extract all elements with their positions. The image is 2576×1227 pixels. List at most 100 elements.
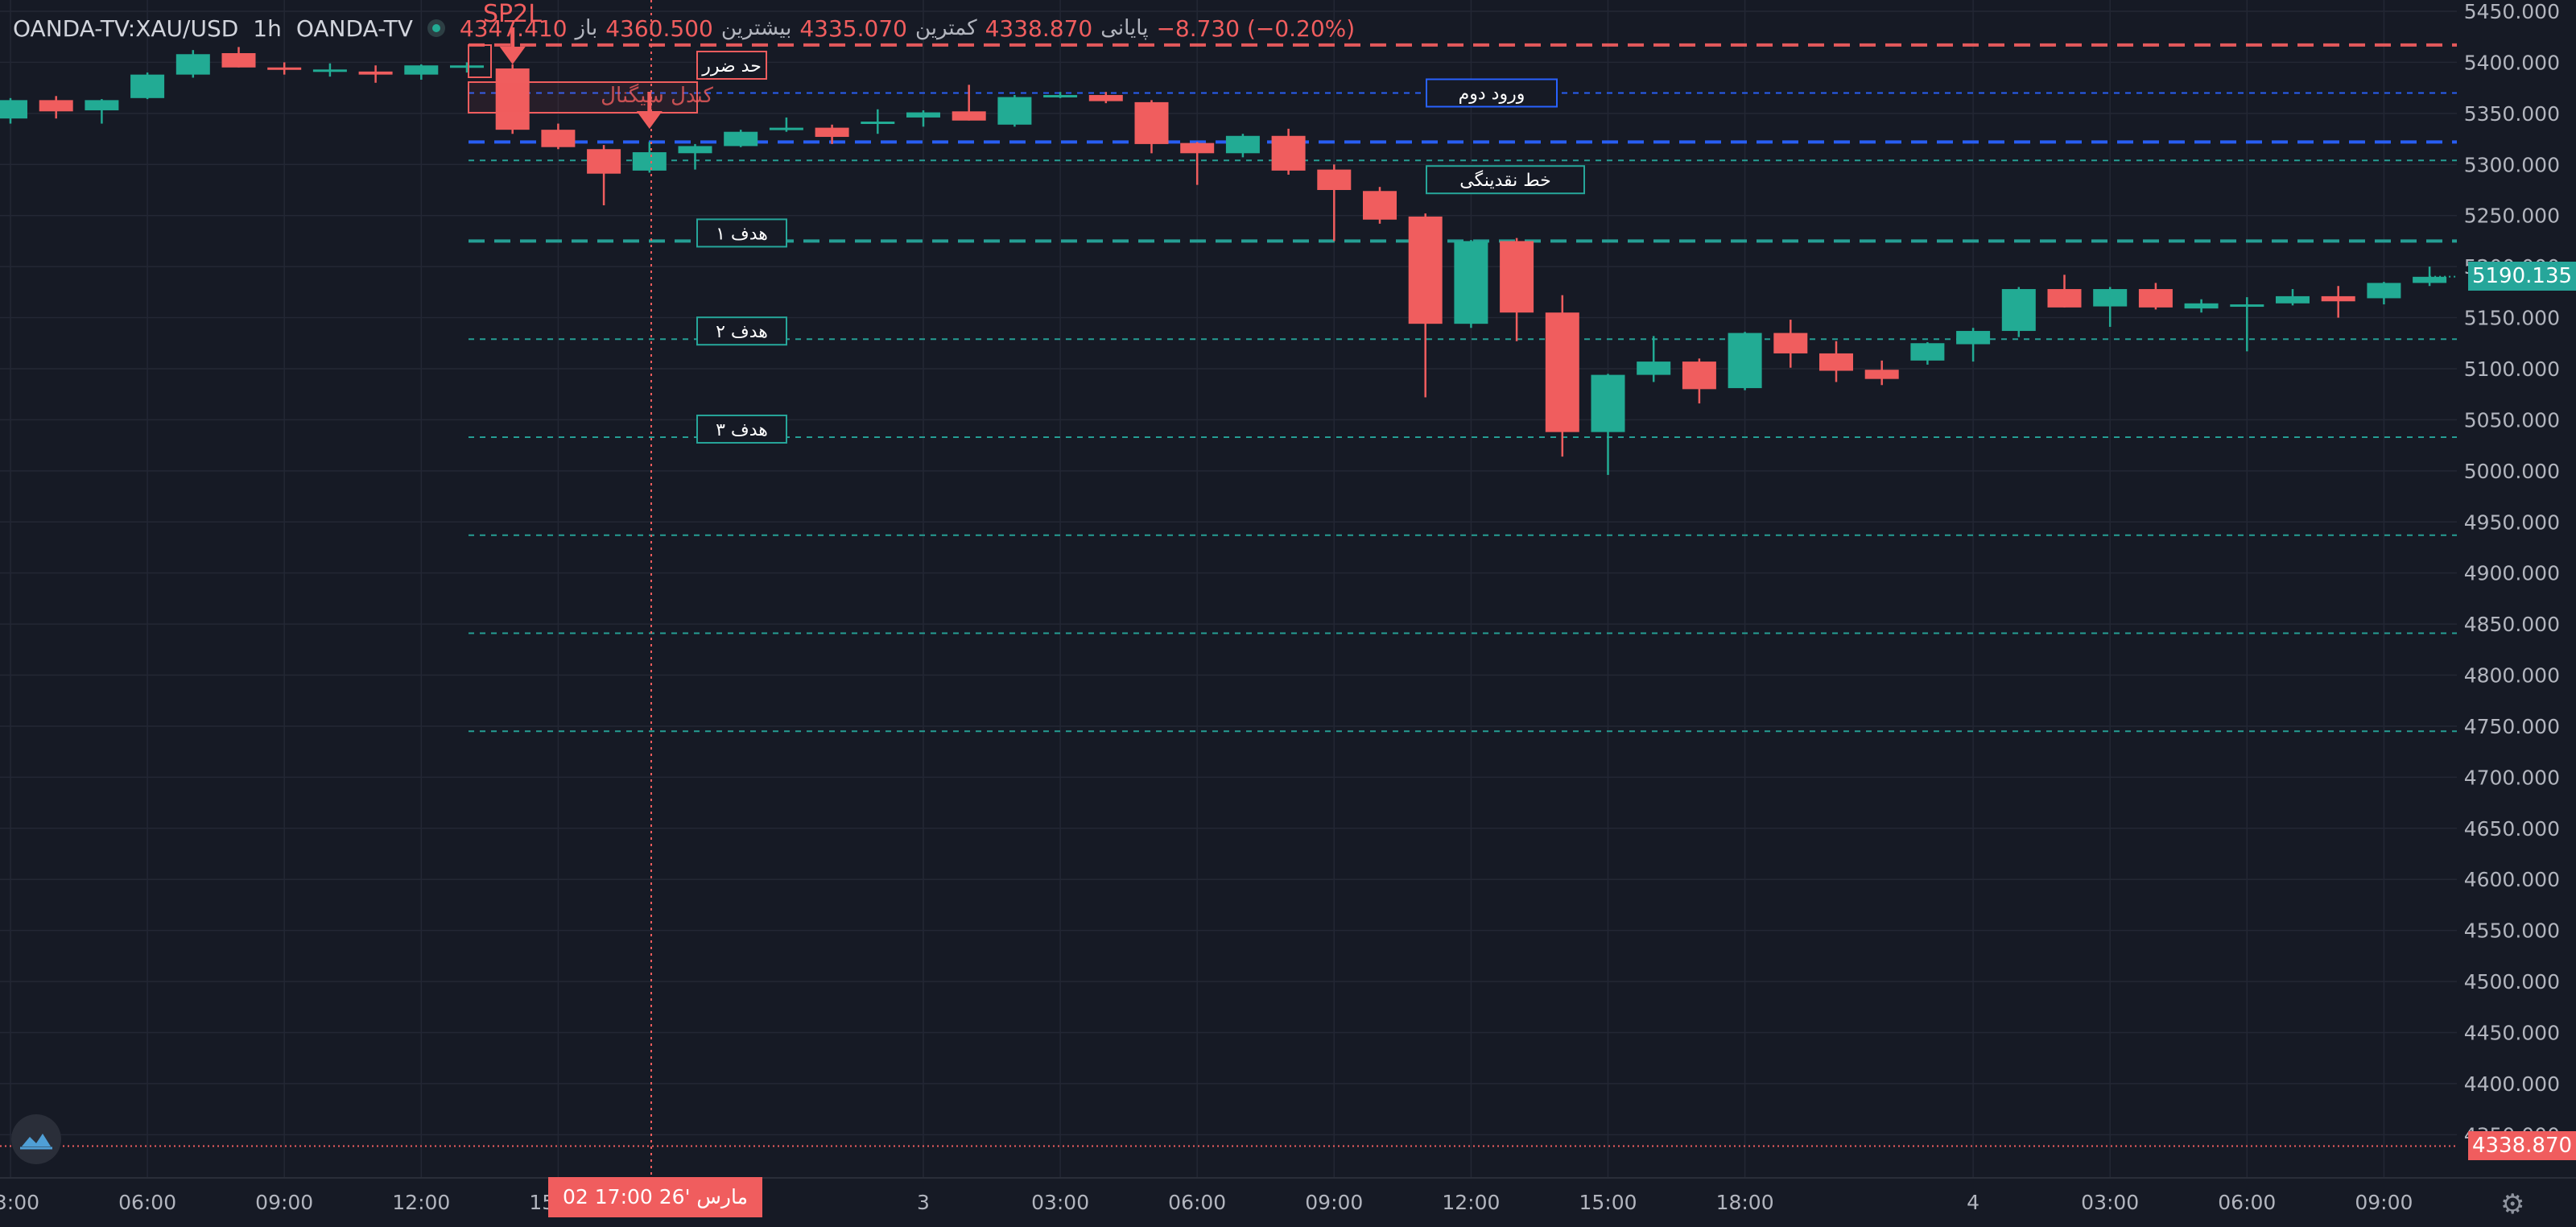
candle-body (358, 71, 393, 75)
candle-body (1134, 101, 1169, 144)
high-label: بیشترین (720, 16, 792, 40)
candle-body (678, 146, 712, 154)
level-label-box (696, 316, 787, 346)
brand-logo-button[interactable] (11, 1114, 61, 1164)
price-tick-label: 5150.000 (2464, 307, 2560, 330)
time-tick-label: 18:00 (1716, 1191, 1774, 1214)
candle-body (1728, 333, 1762, 389)
candle-body (952, 111, 986, 121)
candle-body (450, 65, 484, 68)
time-tick-label: 3 (917, 1191, 930, 1214)
time-axis: 03:00 06:00 09:00 12:00 15:00 3 03:00 06:00 09:0… (0, 1177, 2576, 1214)
candle-body (1043, 95, 1078, 98)
close-value: 4338.870 (985, 14, 1093, 42)
level-label-box (696, 218, 787, 248)
time-tick-label: 03:00 (1031, 1191, 1089, 1214)
low-value: 4335.070 (799, 14, 907, 42)
high-value: 4360.500 (605, 14, 713, 42)
level-label-box (1426, 165, 1585, 195)
candle-body (587, 149, 621, 174)
price-tick-label: 4650.000 (2464, 817, 2560, 841)
candles (0, 47, 2447, 475)
candle-body (632, 152, 667, 171)
candle-body (1637, 361, 1671, 375)
time-tick-label: 15:00 (1579, 1191, 1637, 1214)
candle-body (2184, 303, 2219, 309)
candle-body (267, 67, 302, 70)
time-tick-label: 4 (1967, 1191, 1979, 1214)
price-tick-label: 5000.000 (2464, 460, 2560, 483)
interval-label[interactable]: 1h (253, 14, 282, 42)
candle-body (2230, 304, 2264, 308)
candle-body (861, 121, 895, 124)
market-status-icon (427, 19, 445, 37)
price-tick-label: 5100.000 (2464, 357, 2560, 381)
price-axis: 5450.000 5400.000 5350.000 5300.000 5250.000… (2464, 0, 2560, 1146)
open-label: باز (575, 16, 598, 40)
candle-body (2093, 289, 2128, 307)
candle-body (85, 100, 119, 111)
time-tick-label: 09:00 (255, 1191, 313, 1214)
stop-loss-label: حد ضرر (701, 56, 762, 76)
low-label: کمترین (914, 16, 977, 40)
signal-candle-box (468, 81, 698, 114)
time-tick-label: 03:00 (2081, 1191, 2139, 1214)
price-tick-label: 5250.000 (2464, 204, 2560, 228)
level-lines (469, 43, 2457, 733)
level-label-box (1426, 78, 1558, 108)
cursor-time-tag: 02 مارس '26 17:00 (548, 1177, 762, 1217)
time-tick-label: 03:00 (0, 1191, 39, 1214)
candle-body (312, 69, 347, 72)
cursor-price-tag: 4338.870 (2468, 1131, 2576, 1160)
annotations: ورود دوم خط نقدینگی هدف ۱ هدف ۲ هدف ۳ حد ضرر ک… (0, 0, 2457, 1177)
price-tick-label: 4850.000 (2464, 613, 2560, 636)
price-tick-label: 4800.000 (2464, 664, 2560, 688)
stop-loss-box (696, 51, 767, 80)
candle-body (1956, 331, 1991, 345)
candle-body (1271, 135, 1306, 171)
candle-body (997, 97, 1032, 125)
settings-gear-icon[interactable]: ⚙ (2500, 1188, 2525, 1221)
level-label: ورود دوم (1459, 84, 1525, 104)
candle-body (39, 100, 73, 112)
price-tick-label: 4950.000 (2464, 510, 2560, 534)
candle-body (495, 68, 530, 130)
level-label: هدف ۱ (716, 224, 768, 244)
candle-body (2321, 295, 2355, 302)
down-arrow-head (499, 47, 526, 64)
price-tick-label: 5050.000 (2464, 408, 2560, 432)
candle-body (1317, 169, 1352, 190)
source-label: OANDA-TV (295, 14, 413, 42)
candle-body (2276, 295, 2310, 304)
price-tick-label: 4500.000 (2464, 970, 2560, 994)
price-tick-label: 4900.000 (2464, 562, 2560, 585)
candle-body (1088, 95, 1123, 101)
candle-body (815, 127, 849, 138)
symbol-name[interactable]: OANDA-TV:XAU/USD (13, 14, 239, 42)
cloud-logo-icon (20, 1134, 52, 1150)
candle-body (1591, 374, 1625, 432)
candle-body (404, 65, 439, 75)
signal-tag: SP2L (483, 0, 542, 28)
level-label: هدف ۳ (716, 420, 768, 440)
time-tick-label: 12:00 (392, 1191, 450, 1214)
price-tick-label: 4400.000 (2464, 1072, 2560, 1096)
price-tick-label: 5350.000 (2464, 102, 2560, 126)
time-tick-label: 09:00 (1305, 1191, 1363, 1214)
candle-body (221, 53, 256, 68)
signal-marker-box (468, 44, 492, 78)
time-tick-label: 06:00 (118, 1191, 176, 1214)
change-value: −8.730 (−0.20%) (1156, 14, 1356, 42)
close-label: پایانی (1100, 16, 1149, 40)
candle-body (0, 100, 27, 119)
candle-body (1545, 312, 1579, 432)
price-tick-label: 4750.000 (2464, 715, 2560, 738)
price-tick-label: 5400.000 (2464, 51, 2560, 74)
candle-body (1682, 361, 1716, 390)
candle-body (1363, 191, 1397, 220)
candle-body (1773, 333, 1808, 353)
price-tick-label: 4700.000 (2464, 766, 2560, 789)
candle-body (2138, 289, 2173, 308)
